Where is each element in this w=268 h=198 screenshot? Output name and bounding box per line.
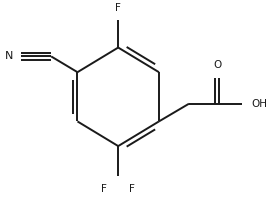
Text: O: O <box>213 60 221 70</box>
Text: F: F <box>129 184 135 193</box>
Text: F: F <box>115 3 121 13</box>
Text: N: N <box>5 51 14 61</box>
Text: OH: OH <box>251 99 267 109</box>
Text: F: F <box>101 184 107 193</box>
